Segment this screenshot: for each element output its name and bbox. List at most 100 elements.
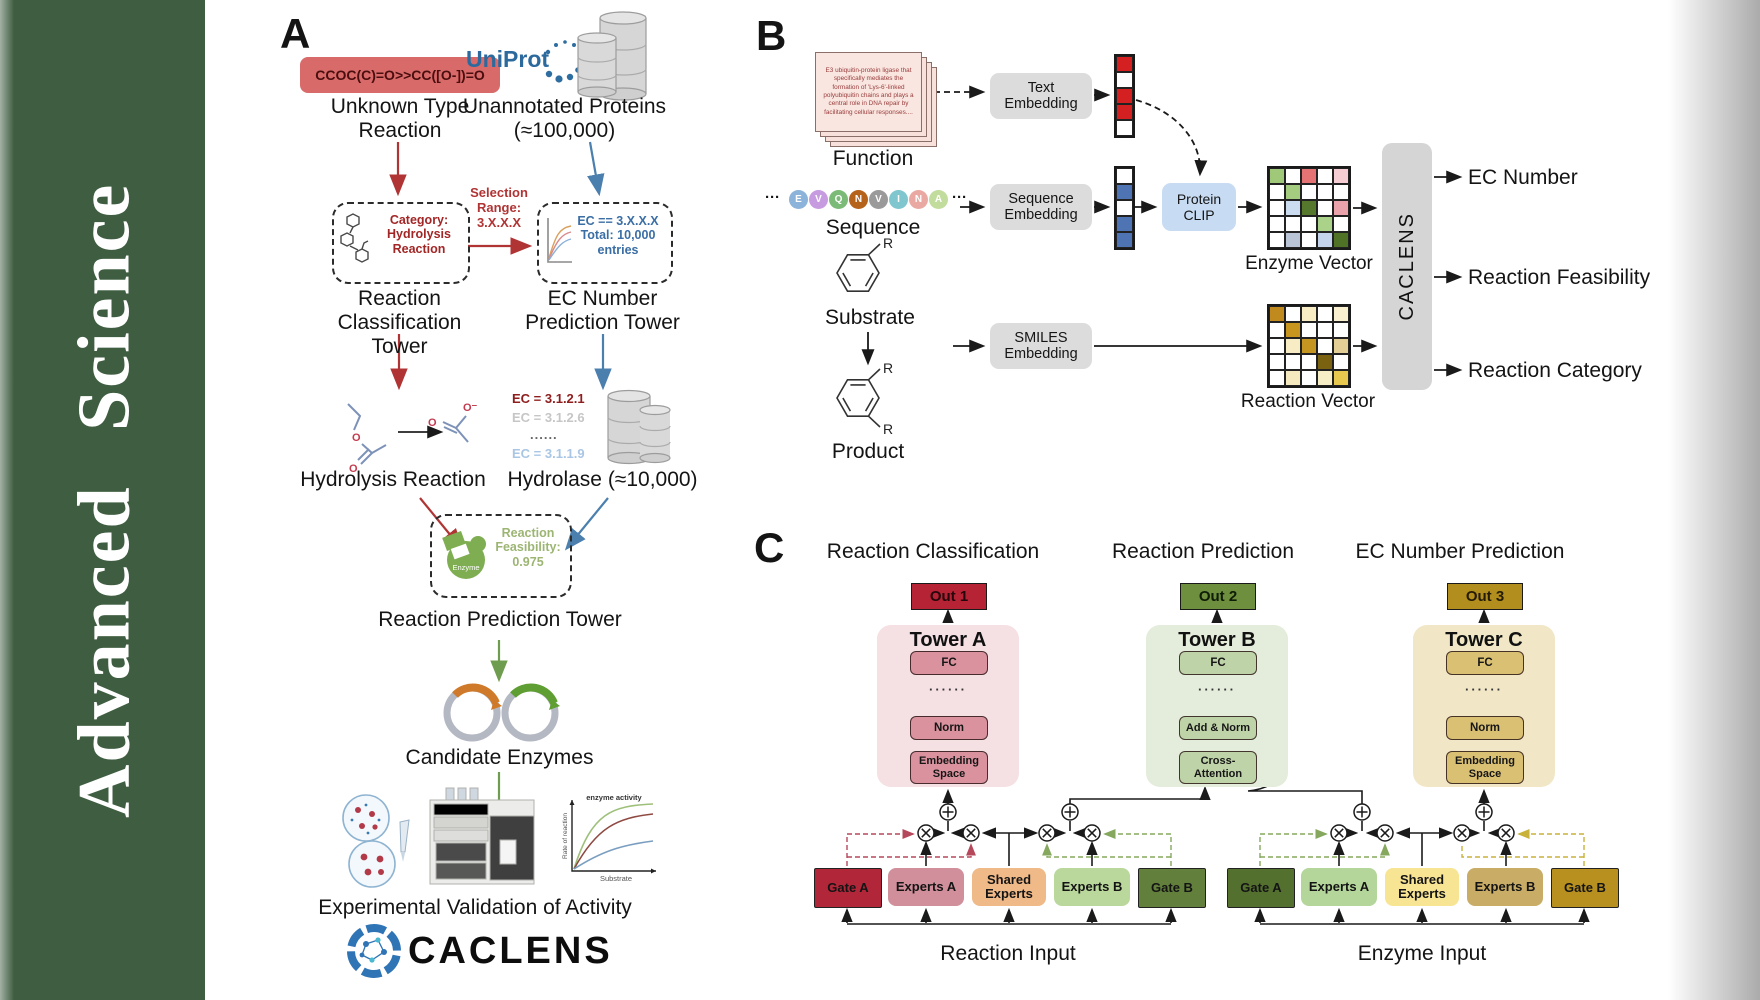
moe-right-gate-b: Gate B bbox=[1551, 868, 1619, 908]
hydrolysis-molecules bbox=[347, 403, 469, 465]
moe-left-gate-a: Gate A bbox=[814, 868, 882, 908]
classification-tower-label: Reaction Classification Tower bbox=[337, 287, 462, 359]
tower-c-title: Tower C bbox=[1445, 629, 1523, 651]
vector-cell bbox=[1269, 322, 1285, 338]
residue-I: I bbox=[889, 190, 908, 209]
activity-plot-xlabel: Substrate bbox=[600, 874, 632, 883]
reaction-classification-box bbox=[332, 202, 470, 284]
add-node bbox=[1061, 803, 1079, 821]
vector-cell bbox=[1269, 338, 1285, 354]
sequence-ellipsis: ··· bbox=[765, 189, 780, 206]
panel-c-label: C bbox=[754, 524, 785, 571]
moe-right-experts-b: Experts B bbox=[1467, 868, 1543, 906]
add-node bbox=[1353, 803, 1371, 821]
caclens-module-bar: CACLENS bbox=[1382, 143, 1432, 390]
vector-cell bbox=[1285, 370, 1301, 386]
vector-cell bbox=[1116, 56, 1133, 72]
text-embedding-box: Text Embedding bbox=[990, 73, 1092, 119]
multiply-node bbox=[1038, 824, 1056, 842]
page-edge-shadow bbox=[1668, 0, 1760, 1000]
panelC-moe-right-gate-signals bbox=[1259, 828, 1585, 866]
substituent-r: R bbox=[883, 360, 893, 376]
vector-cell bbox=[1301, 306, 1317, 322]
vector-cell bbox=[1333, 354, 1349, 370]
hydrolysis-reaction-label: Hydrolysis Reaction bbox=[300, 468, 486, 491]
vector-cell bbox=[1301, 184, 1317, 200]
tower-b-cross-attention: Cross-Attention bbox=[1179, 751, 1257, 784]
vector-cell bbox=[1285, 338, 1301, 354]
vector-cell bbox=[1333, 216, 1349, 232]
vector-cell bbox=[1269, 370, 1285, 386]
vector-cell bbox=[1116, 216, 1133, 232]
header-reaction-prediction: Reaction Prediction bbox=[1111, 540, 1295, 563]
sequence-embedding-vector bbox=[1114, 166, 1135, 250]
vector-cell bbox=[1116, 184, 1133, 200]
tower-c-embedding-space: Embedding Space bbox=[1446, 751, 1524, 784]
reaction-vector-matrix bbox=[1267, 304, 1351, 388]
residue-A: A bbox=[929, 190, 948, 209]
smiles-reaction-box: CCOC(C)=O>>CC([O-])=O bbox=[300, 57, 500, 93]
database-icon-hydrolase bbox=[607, 389, 671, 465]
vector-cell bbox=[1333, 338, 1349, 354]
sequence-ellipsis: ··· bbox=[952, 189, 967, 206]
tower-c: Tower C FC ······ Norm Embedding Space bbox=[1413, 625, 1555, 787]
feasibility-text: Reaction Feasibility: 0.975 bbox=[495, 526, 561, 569]
ec-list-item: EC = 3.1.2.6 bbox=[512, 410, 585, 425]
panelC-operator-nodes bbox=[917, 803, 1515, 842]
vector-cell bbox=[1333, 322, 1349, 338]
out3-box: Out 3 bbox=[1447, 583, 1523, 610]
output-reaction-feasibility: Reaction Feasibility bbox=[1468, 266, 1651, 289]
add-node bbox=[939, 803, 957, 821]
residue-N: N bbox=[849, 190, 868, 209]
unknown-reaction-label: Unknown Type Reaction bbox=[330, 95, 470, 143]
vector-cell bbox=[1333, 306, 1349, 322]
vector-cell bbox=[1116, 88, 1133, 104]
tower-b-add-norm: Add & Norm bbox=[1179, 716, 1257, 740]
vector-cell bbox=[1301, 322, 1317, 338]
vector-cell bbox=[1333, 232, 1349, 248]
multiply-node bbox=[1497, 824, 1515, 842]
vector-cell bbox=[1317, 184, 1333, 200]
caclens-logo-icon bbox=[347, 924, 401, 978]
product-molecule bbox=[836, 368, 881, 428]
candidate-enzymes-label: Candidate Enzymes bbox=[405, 746, 594, 769]
vector-cell bbox=[1285, 216, 1301, 232]
vector-cell bbox=[1116, 120, 1133, 136]
sequence-label: Sequence bbox=[825, 216, 921, 239]
vector-cell bbox=[1333, 184, 1349, 200]
vector-cell bbox=[1269, 184, 1285, 200]
prediction-tower-label: Reaction Prediction Tower bbox=[378, 608, 622, 631]
vector-cell bbox=[1317, 354, 1333, 370]
vector-cell bbox=[1269, 216, 1285, 232]
vector-cell bbox=[1317, 322, 1333, 338]
substituent-r: R bbox=[883, 421, 893, 437]
vector-cell bbox=[1301, 200, 1317, 216]
substrate-molecule bbox=[836, 243, 881, 292]
tower-b-fc: FC bbox=[1179, 651, 1257, 675]
panel-a-label: A bbox=[280, 10, 311, 57]
ec-list-item: EC = 3.1.1.9 bbox=[512, 446, 585, 461]
vector-cell bbox=[1285, 184, 1301, 200]
moe-right-experts-a: Experts A bbox=[1301, 868, 1377, 906]
tower-a-fc: FC bbox=[910, 651, 988, 675]
panelB-arrows bbox=[861, 85, 1463, 377]
vector-cell bbox=[1317, 200, 1333, 216]
vector-cell bbox=[1301, 216, 1317, 232]
caclens-module-label: CACLENS bbox=[1395, 212, 1418, 321]
multiply-node bbox=[1453, 824, 1471, 842]
moe-right-gate-a: Gate A bbox=[1227, 868, 1295, 908]
enzyme-vector-label: Enzyme Vector bbox=[1245, 253, 1373, 274]
activity-plot-title: enzyme activity bbox=[586, 793, 642, 802]
vector-cell bbox=[1317, 370, 1333, 386]
vector-cell bbox=[1317, 216, 1333, 232]
vector-cell bbox=[1285, 354, 1301, 370]
droplet-samples-icon bbox=[342, 794, 410, 888]
moe-left-gate-b: Gate B bbox=[1138, 868, 1206, 908]
ec-list-ellipsis: ...... bbox=[530, 427, 558, 442]
validation-label: Experimental Validation of Activity bbox=[318, 896, 632, 919]
multiply-node bbox=[1330, 824, 1348, 842]
page-edge-fade bbox=[0, 0, 14, 1000]
product-label: Product bbox=[831, 440, 905, 463]
residue-N: N bbox=[909, 190, 928, 209]
panelC-moe-left-gate-signals bbox=[846, 828, 1172, 866]
